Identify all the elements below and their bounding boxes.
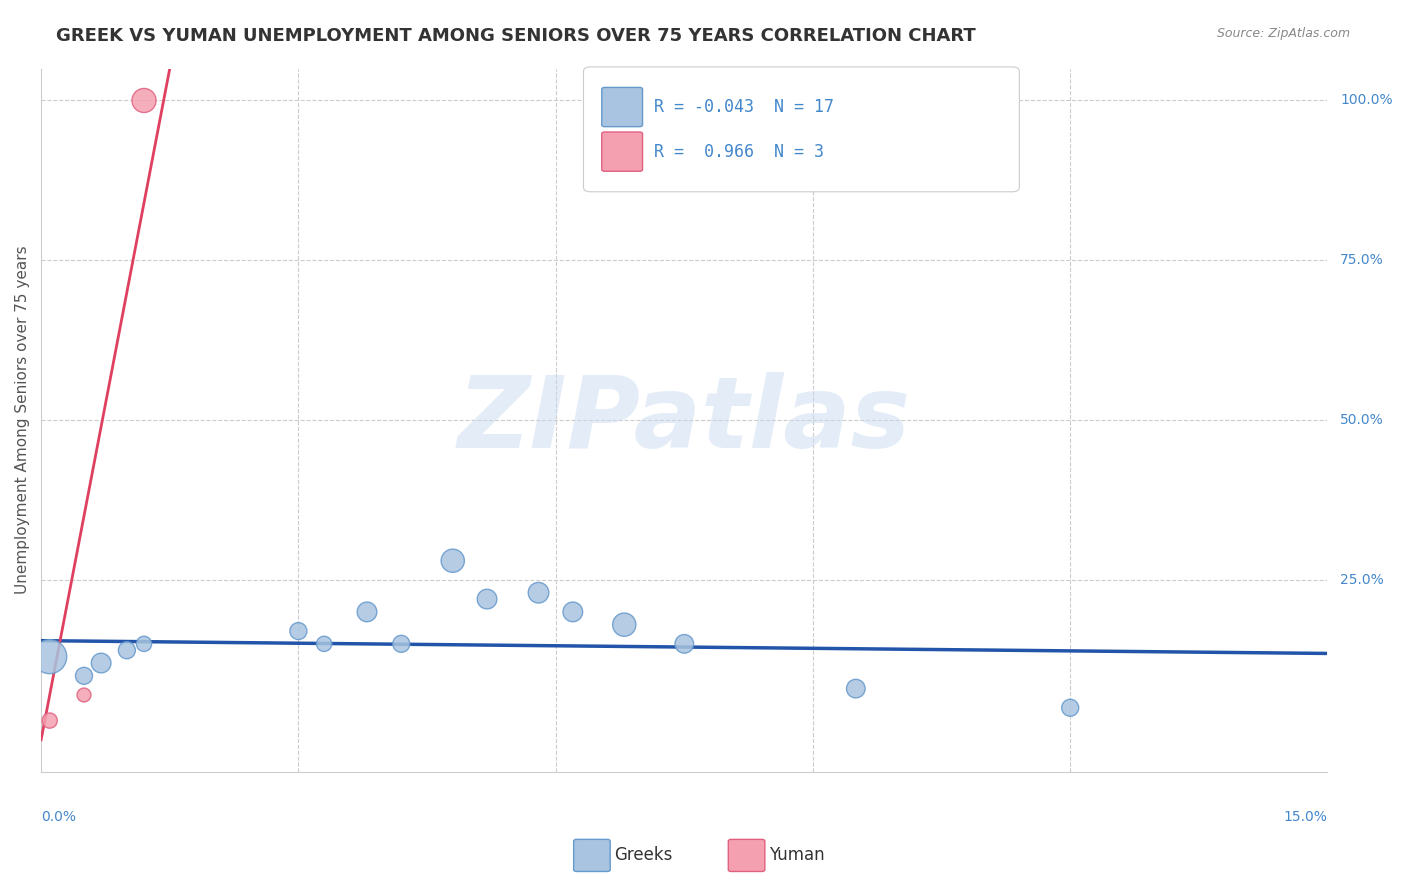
Point xyxy=(73,688,96,702)
Point xyxy=(845,681,868,696)
Text: Source: ZipAtlas.com: Source: ZipAtlas.com xyxy=(1216,27,1350,40)
Text: 15.0%: 15.0% xyxy=(1284,810,1327,824)
Text: R = -0.043  N = 17: R = -0.043 N = 17 xyxy=(654,98,834,116)
Point xyxy=(90,656,112,670)
Point xyxy=(441,554,464,568)
Point xyxy=(475,592,498,607)
Point xyxy=(38,649,60,664)
Text: ZIPatlas: ZIPatlas xyxy=(458,372,911,468)
Point xyxy=(673,637,696,651)
Point xyxy=(389,637,412,651)
Point xyxy=(1059,700,1081,714)
Point xyxy=(613,617,636,632)
Point xyxy=(115,643,138,657)
Text: 100.0%: 100.0% xyxy=(1340,94,1393,107)
Text: Yuman: Yuman xyxy=(769,847,825,864)
Point xyxy=(287,624,309,638)
Text: 25.0%: 25.0% xyxy=(1340,573,1384,587)
Point xyxy=(132,94,155,108)
Text: 50.0%: 50.0% xyxy=(1340,413,1384,427)
Point xyxy=(73,669,96,683)
Text: Greeks: Greeks xyxy=(614,847,673,864)
Y-axis label: Unemployment Among Seniors over 75 years: Unemployment Among Seniors over 75 years xyxy=(15,246,30,594)
Text: 0.0%: 0.0% xyxy=(41,810,76,824)
Point xyxy=(527,585,550,599)
Point xyxy=(132,637,155,651)
Point xyxy=(314,637,336,651)
Point xyxy=(38,714,60,728)
Point xyxy=(561,605,583,619)
Text: 75.0%: 75.0% xyxy=(1340,253,1384,268)
Text: R =  0.966  N = 3: R = 0.966 N = 3 xyxy=(654,143,824,161)
Text: GREEK VS YUMAN UNEMPLOYMENT AMONG SENIORS OVER 75 YEARS CORRELATION CHART: GREEK VS YUMAN UNEMPLOYMENT AMONG SENIOR… xyxy=(56,27,976,45)
Point xyxy=(356,605,378,619)
